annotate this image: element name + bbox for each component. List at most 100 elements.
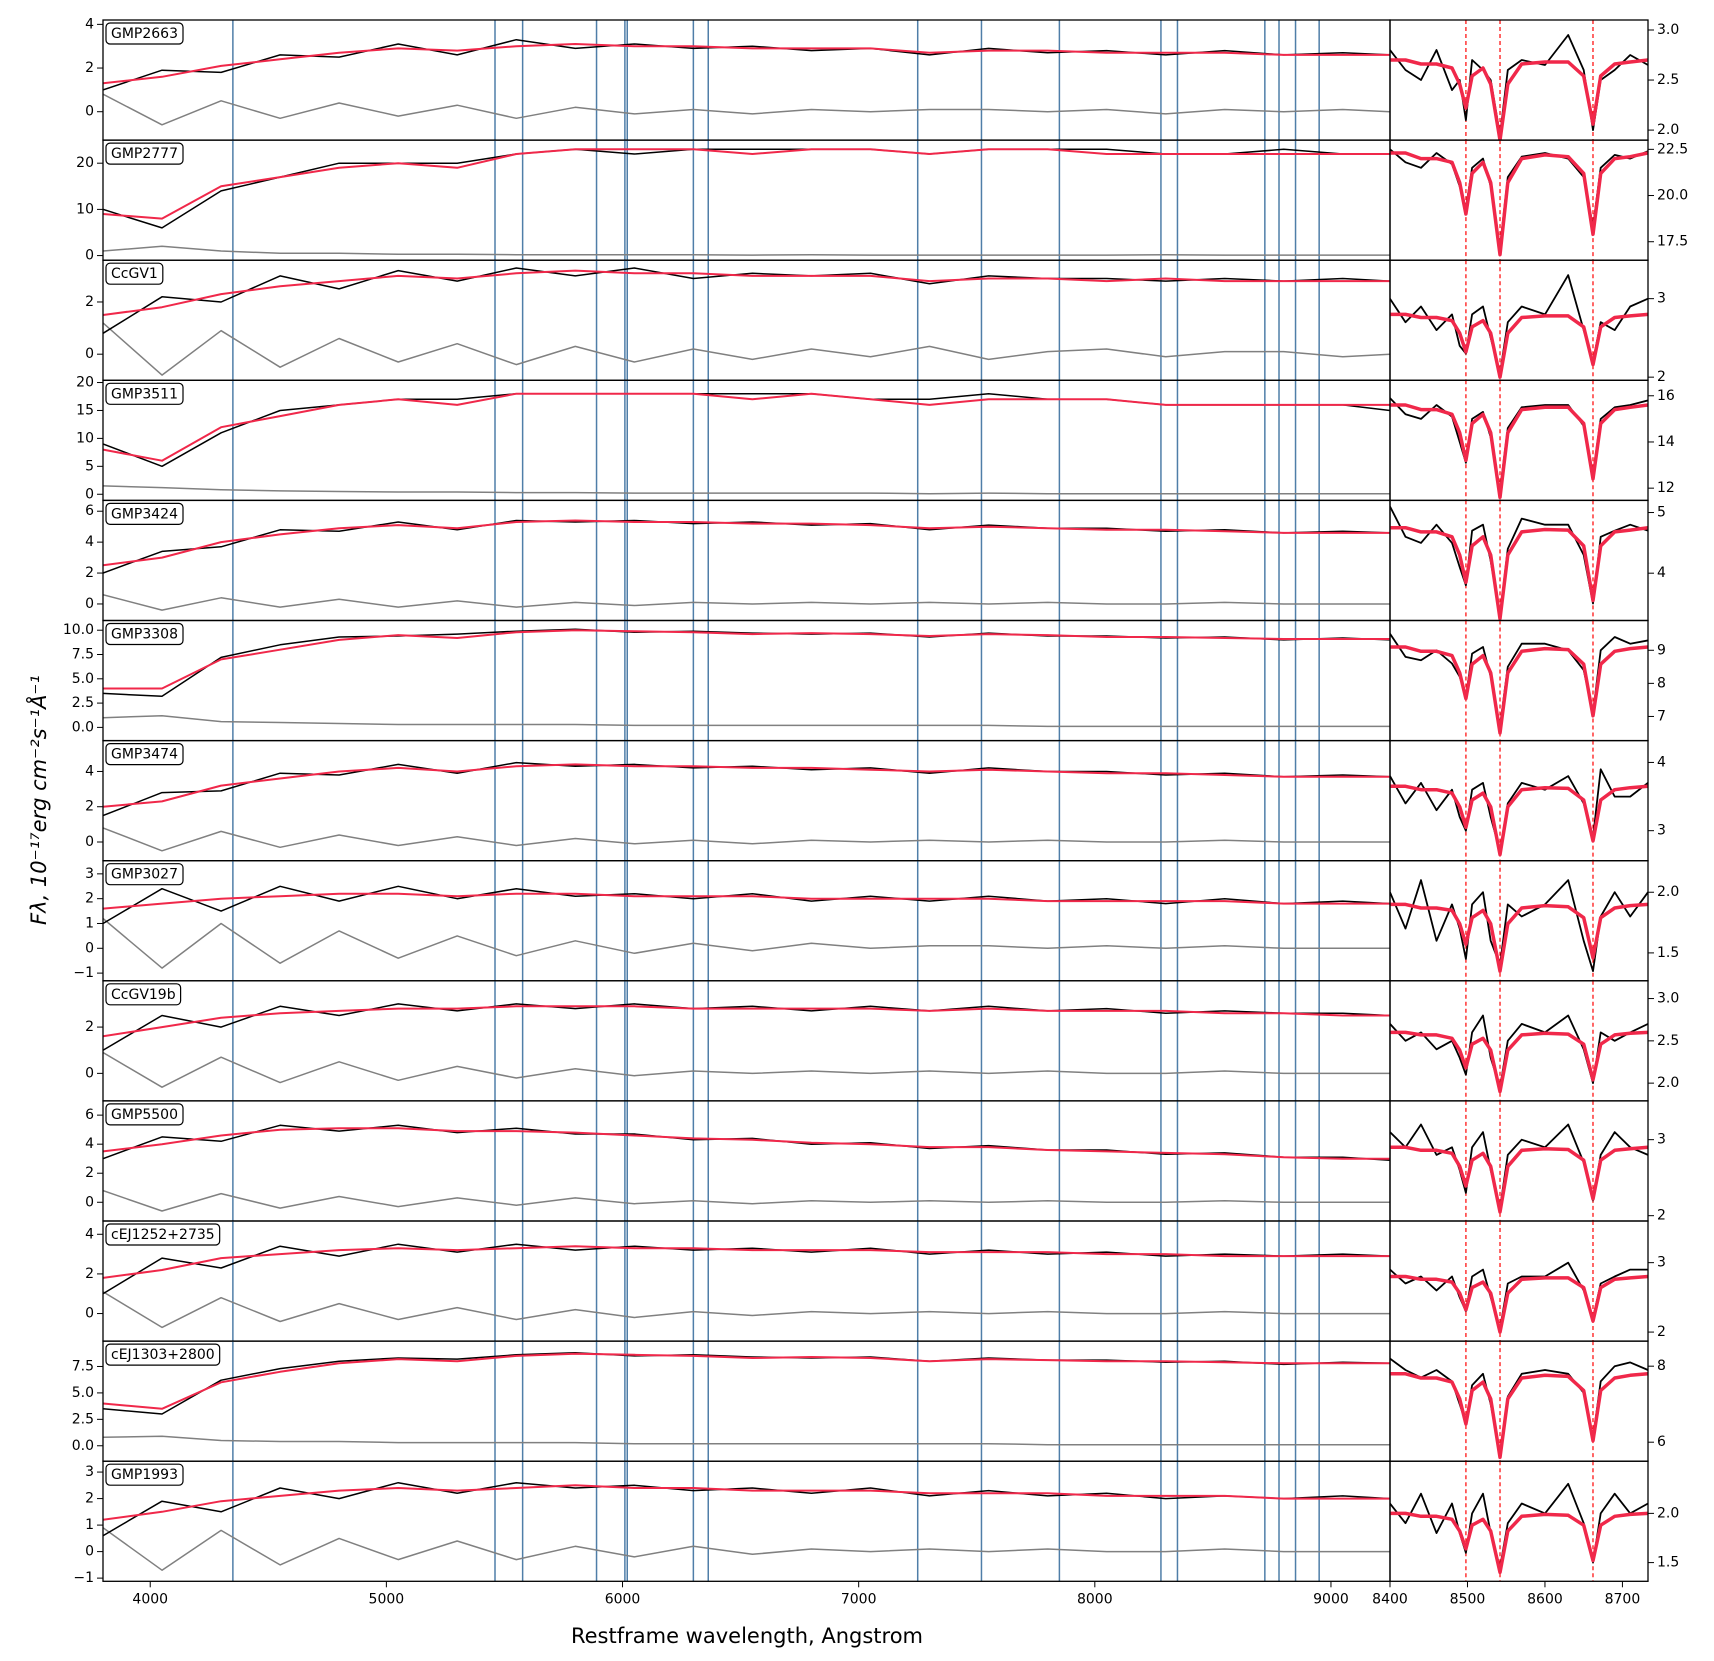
label-box <box>105 863 184 886</box>
y-axis-title: Fλ, 10⁻¹⁷erg cm⁻²s⁻¹Å⁻¹ <box>25 675 51 925</box>
plot-area <box>1390 620 1648 741</box>
y-tick-label: 2 <box>85 1491 94 1507</box>
plot-area <box>1390 380 1648 501</box>
spectrum-line <box>1390 58 1648 141</box>
plot-area <box>1390 740 1648 861</box>
x-axis-title: Restframe wavelength, Angstrom <box>571 1624 923 1648</box>
y-tick-label: 2 <box>1657 369 1666 385</box>
y-tick-label: 0 <box>85 104 94 120</box>
spectrum-line <box>1390 1511 1648 1575</box>
y-tick-label: 0 <box>85 1065 94 1081</box>
y-tick-label: 5 <box>85 458 94 474</box>
y-tick-label: 2.5 <box>72 1411 94 1427</box>
spectrum-line <box>103 392 1390 462</box>
plot-area <box>103 980 1390 1101</box>
y-tick-label: 1 <box>85 915 94 931</box>
spectrum-line <box>103 593 1390 611</box>
y-tick-label: −1 <box>73 965 94 981</box>
label-box <box>105 22 184 45</box>
plot-area <box>103 500 1390 621</box>
y-tick-label: 5.0 <box>72 1385 94 1401</box>
y-tick-label: 0 <box>85 346 94 362</box>
panel-label: GMP3474 <box>111 747 178 763</box>
spectrum-line <box>1390 312 1648 379</box>
x-tick-label: 7000 <box>841 1591 877 1607</box>
y-tick-label: 3 <box>1657 823 1666 839</box>
label-box <box>105 742 184 766</box>
x-tick-label: 8000 <box>1077 1591 1113 1607</box>
y-tick-label: 3 <box>1657 1132 1666 1148</box>
spectrum-line <box>103 1051 1390 1088</box>
spectrum-line <box>103 1127 1390 1160</box>
spectrum-line <box>103 1527 1390 1571</box>
x-tick-label: 8400 <box>1372 1591 1408 1607</box>
panel-label: GMP3511 <box>111 386 178 402</box>
plot-area <box>103 1100 1390 1221</box>
panel-label: GMP2777 <box>111 146 178 162</box>
spectrum-line <box>103 43 1390 85</box>
plot-area <box>1390 20 1648 141</box>
label-box <box>105 262 164 285</box>
y-tick-label: 3 <box>85 1464 94 1480</box>
plot-area <box>103 20 1390 141</box>
plot-area <box>103 1341 1390 1462</box>
plot-area <box>1390 860 1648 981</box>
panel-label: CcGV1 <box>111 266 158 282</box>
y-tick-label: 3.0 <box>1657 991 1679 1007</box>
label-box <box>105 1103 184 1126</box>
spectrum-line <box>103 892 1390 910</box>
spectrum-line <box>1390 151 1648 257</box>
panel-label: CcGV19b <box>111 987 176 1003</box>
spectrum-line <box>1390 1145 1648 1214</box>
y-tick-label: 14 <box>1657 434 1675 450</box>
y-tick-label: 4 <box>85 1226 94 1242</box>
y-tick-label: 1.5 <box>1657 945 1679 961</box>
x-tick-label: 5000 <box>369 1591 405 1607</box>
spectrum-line <box>1390 1274 1648 1334</box>
y-tick-label: 8 <box>1657 675 1666 691</box>
y-tick-label: 0 <box>85 486 94 502</box>
plot-area <box>103 1461 1390 1582</box>
y-tick-label: 20.0 <box>1657 188 1688 204</box>
y-tick-label: 2.5 <box>72 695 94 711</box>
plot-area <box>1390 140 1648 261</box>
panel-label: cEJ1252+2735 <box>111 1227 215 1243</box>
label-box <box>105 1463 184 1486</box>
plot-area <box>1390 1221 1648 1342</box>
y-tick-label: 6 <box>1657 1434 1666 1450</box>
label-box <box>105 382 184 405</box>
y-tick-label: 6 <box>85 503 94 519</box>
y-tick-label: 15 <box>76 402 94 418</box>
y-tick-label: 2.0 <box>1657 122 1679 138</box>
y-tick-label: 1 <box>85 1517 94 1533</box>
y-tick-label: 10.0 <box>63 622 94 638</box>
spectrum-line <box>103 1435 1390 1446</box>
spectrum-line <box>1390 525 1648 621</box>
spectrum-line <box>103 629 1390 690</box>
spectrum-line <box>103 1189 1390 1212</box>
y-tick-label: 3 <box>1657 291 1666 307</box>
y-tick-label: 4 <box>1657 565 1666 581</box>
y-tick-label: −1 <box>73 1570 94 1586</box>
panel-label: GMP1993 <box>111 1467 178 1483</box>
plot-area <box>1390 980 1648 1101</box>
y-tick-label: 1.5 <box>1657 1555 1679 1571</box>
spectrum-line <box>103 1291 1390 1329</box>
y-tick-label: 5.0 <box>72 671 94 687</box>
plot-area <box>103 740 1390 861</box>
x-tick-label: 6000 <box>605 1591 641 1607</box>
label-box <box>105 1343 221 1366</box>
spectrum-line <box>103 714 1390 728</box>
x-tick-label: 9000 <box>1313 1591 1349 1607</box>
label-box <box>105 1223 221 1246</box>
x-tick-label: 8700 <box>1605 1591 1641 1607</box>
y-tick-label: 10 <box>76 201 94 217</box>
y-tick-label: 0 <box>85 248 94 264</box>
spectrum-line <box>103 269 1390 316</box>
y-tick-label: 2.5 <box>1657 1033 1679 1049</box>
y-tick-label: 2.0 <box>1657 1075 1679 1091</box>
y-tick-label: 0 <box>85 1544 94 1560</box>
y-tick-label: 2 <box>1657 1208 1666 1224</box>
plot-area <box>103 380 1390 501</box>
